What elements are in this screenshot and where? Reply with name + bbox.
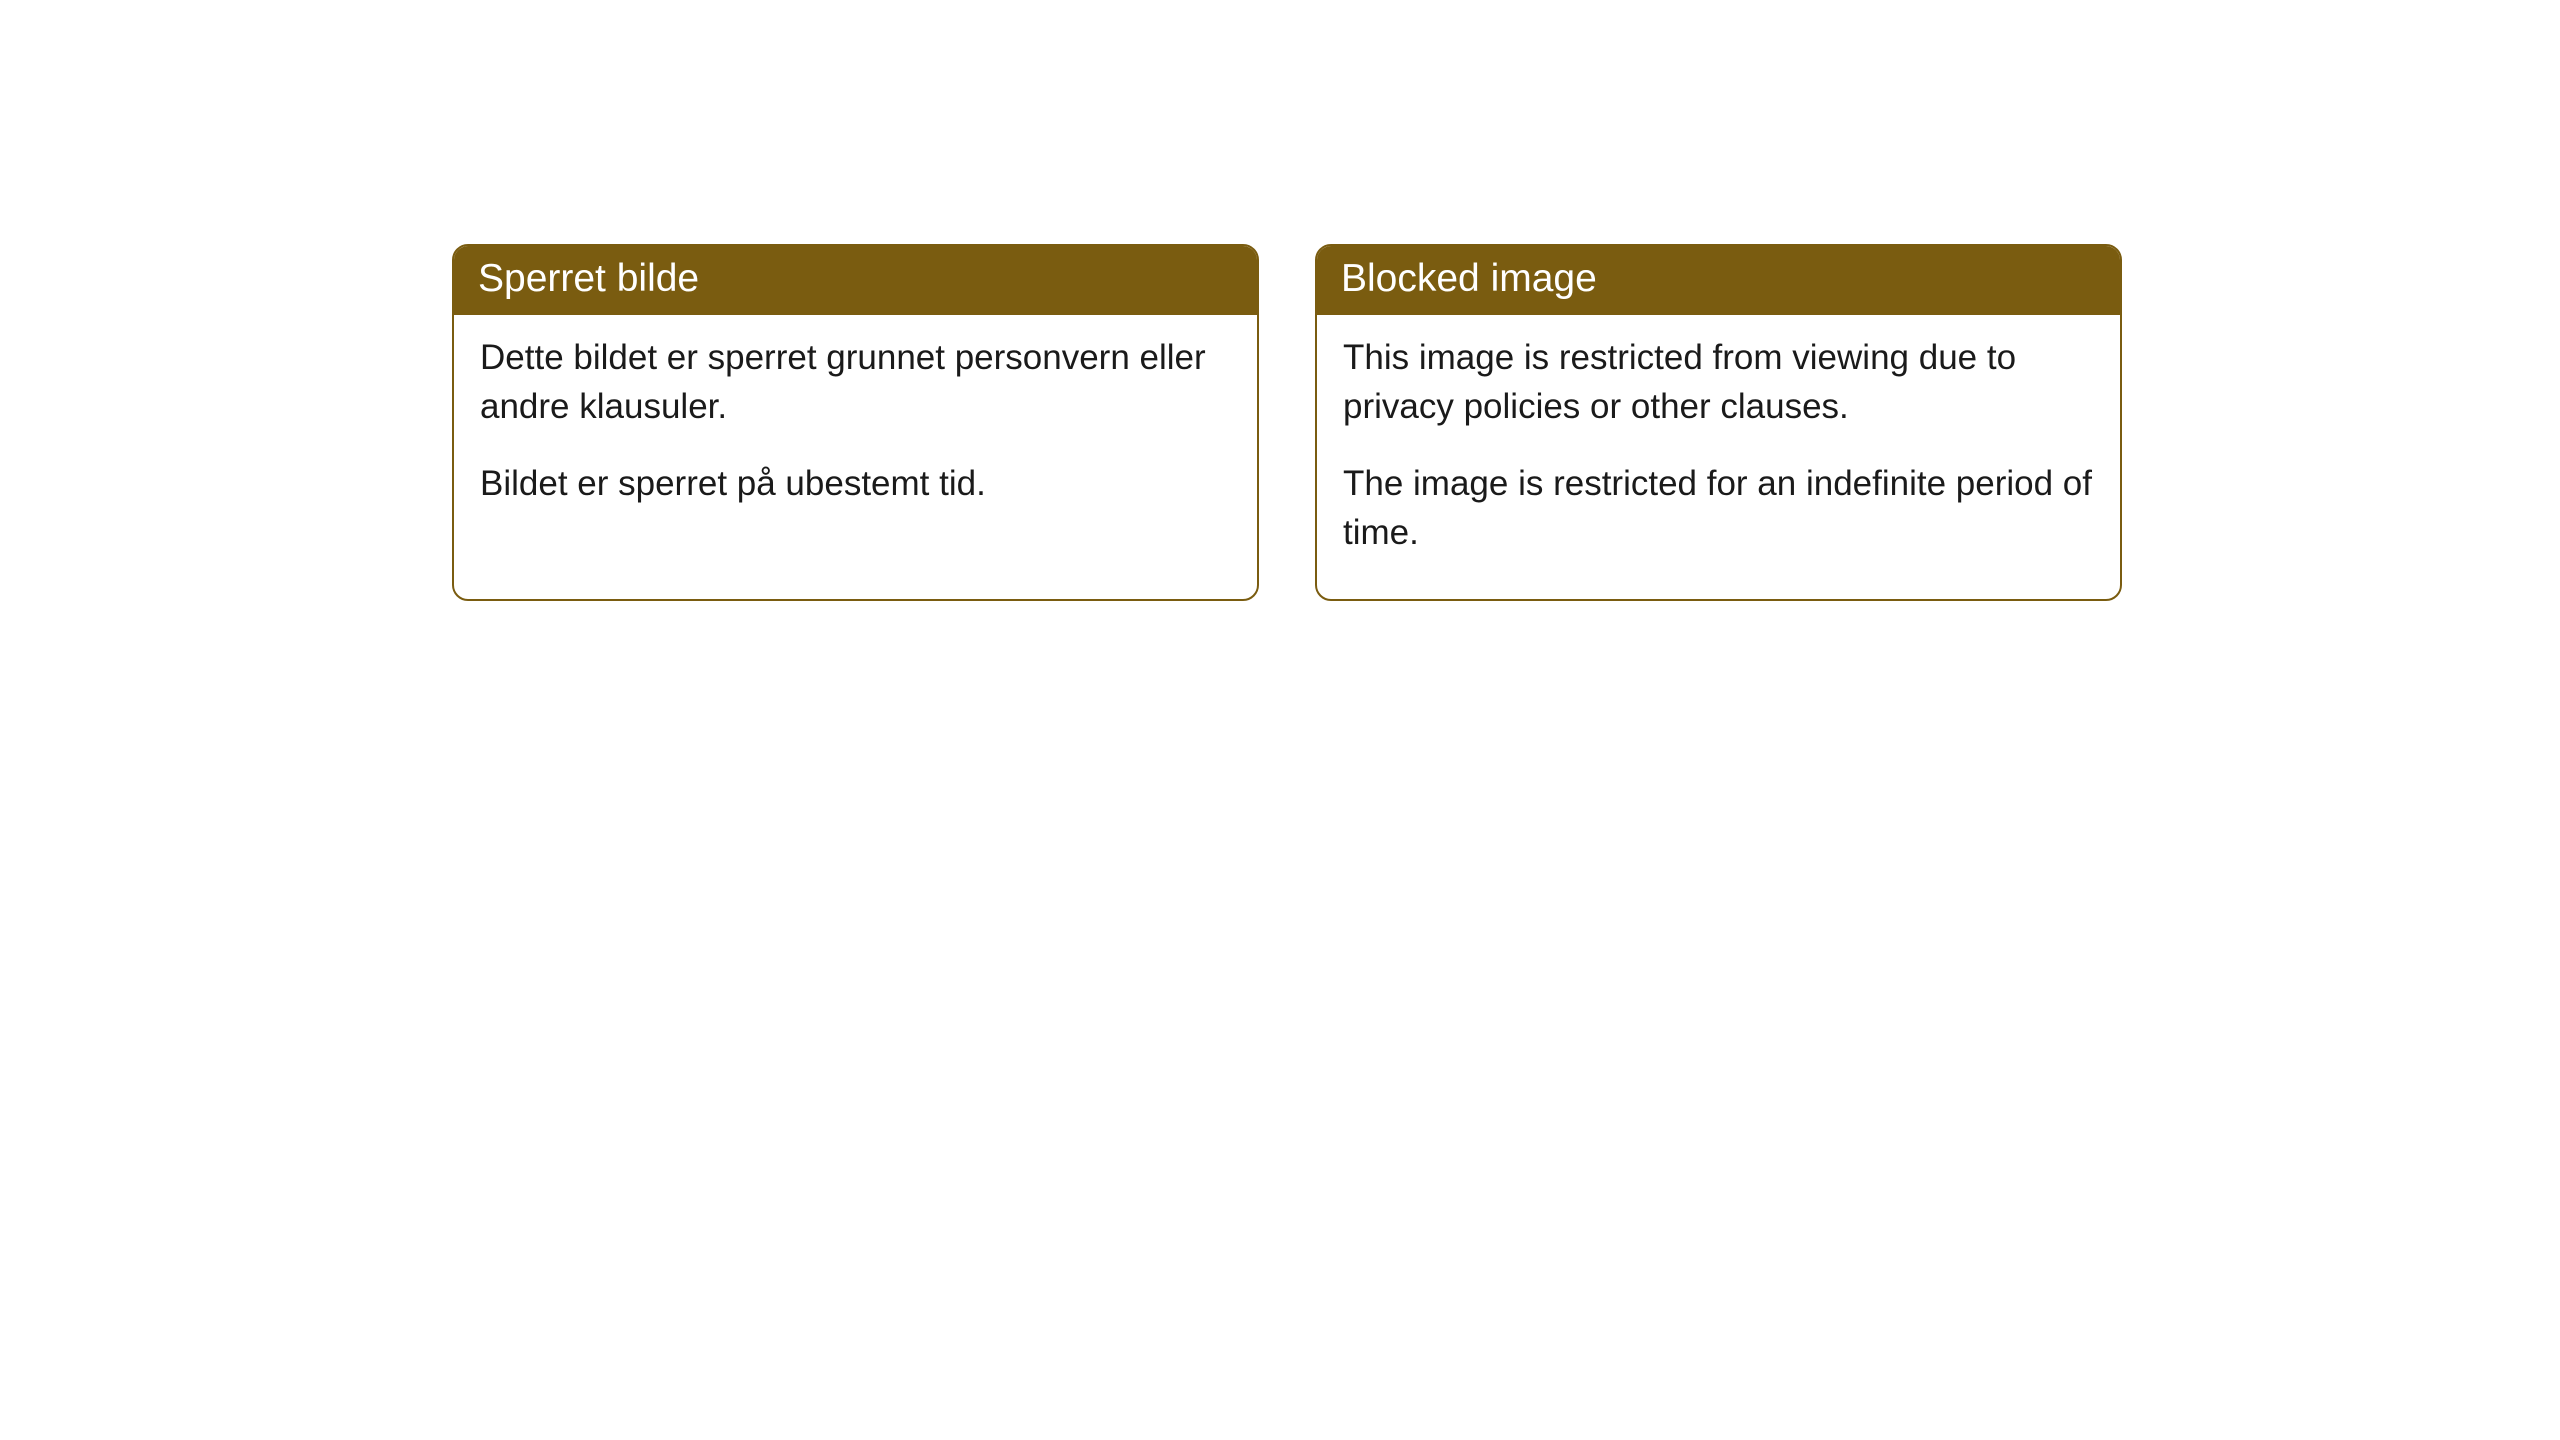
card-header-norwegian: Sperret bilde [454,246,1257,315]
notice-card-norwegian: Sperret bilde Dette bildet er sperret gr… [452,244,1259,601]
paragraph-norwegian-2: Bildet er sperret på ubestemt tid. [480,459,1231,508]
paragraph-english-1: This image is restricted from viewing du… [1343,333,2094,431]
card-body-english: This image is restricted from viewing du… [1317,315,2120,599]
notice-card-english: Blocked image This image is restricted f… [1315,244,2122,601]
paragraph-english-2: The image is restricted for an indefinit… [1343,459,2094,557]
paragraph-norwegian-1: Dette bildet er sperret grunnet personve… [480,333,1231,431]
card-header-english: Blocked image [1317,246,2120,315]
card-body-norwegian: Dette bildet er sperret grunnet personve… [454,315,1257,550]
notice-container: Sperret bilde Dette bildet er sperret gr… [452,244,2122,601]
